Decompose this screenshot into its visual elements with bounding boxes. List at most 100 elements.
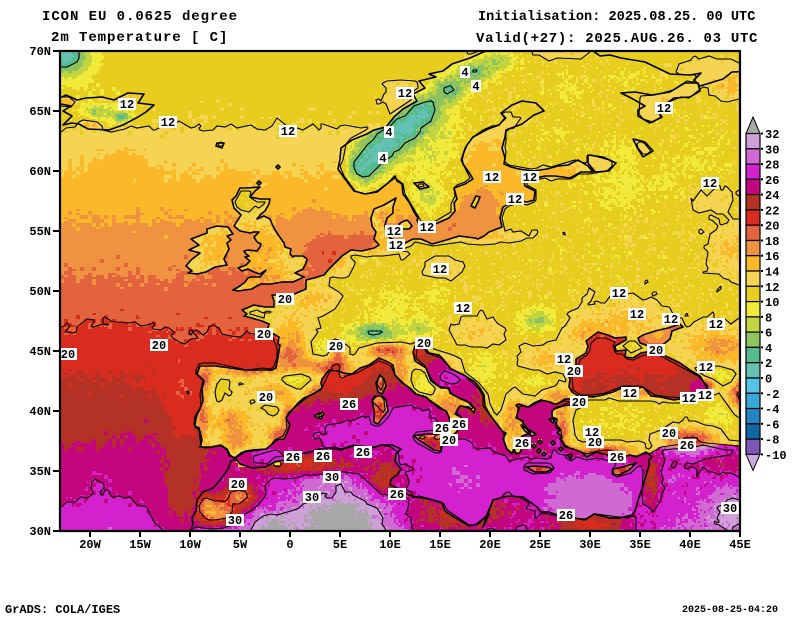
svg-text:12: 12 [281, 125, 295, 139]
svg-text:12: 12 [703, 177, 717, 191]
svg-text:45E: 45E [729, 538, 751, 552]
svg-text:Valid(+27): 2025.AUG.26. 03 UT: Valid(+27): 2025.AUG.26. 03 UTC [476, 31, 758, 47]
svg-text:20: 20 [61, 348, 75, 362]
svg-text:8: 8 [765, 311, 772, 325]
svg-text:12: 12 [161, 116, 175, 130]
svg-text:12: 12 [698, 389, 712, 403]
svg-text:2m Temperature [ C]: 2m Temperature [ C] [51, 30, 228, 46]
svg-text:0: 0 [286, 538, 293, 552]
svg-text:26: 26 [452, 418, 466, 432]
svg-text:26: 26 [356, 446, 370, 460]
svg-text:26: 26 [316, 450, 330, 464]
svg-text:20: 20 [417, 337, 431, 351]
svg-text:0: 0 [765, 373, 772, 387]
svg-text:-2: -2 [765, 388, 779, 402]
svg-text:26: 26 [286, 451, 300, 465]
svg-text:12: 12 [120, 98, 134, 112]
svg-text:20W: 20W [79, 538, 101, 552]
svg-text:30: 30 [723, 502, 737, 516]
svg-text:20: 20 [231, 478, 245, 492]
svg-text:4: 4 [461, 66, 468, 80]
svg-text:4: 4 [765, 342, 772, 356]
svg-text:26: 26 [515, 437, 529, 451]
svg-text:55N: 55N [29, 225, 51, 239]
svg-text:12: 12 [557, 353, 571, 367]
svg-text:26: 26 [435, 422, 449, 436]
svg-text:12: 12 [630, 308, 644, 322]
svg-text:6: 6 [765, 327, 772, 341]
svg-text:12: 12 [456, 302, 470, 316]
svg-text:20E: 20E [479, 538, 501, 552]
svg-text:20: 20 [662, 427, 676, 441]
svg-text:10E: 10E [379, 538, 401, 552]
svg-text:26: 26 [559, 509, 573, 523]
svg-text:12: 12 [765, 281, 779, 295]
svg-text:2: 2 [765, 357, 772, 371]
svg-text:Initialisation: 2025.08.25. 00: Initialisation: 2025.08.25. 00 UTC [478, 10, 755, 25]
svg-text:18: 18 [765, 235, 779, 249]
svg-text:35E: 35E [629, 538, 651, 552]
svg-text:15E: 15E [429, 538, 451, 552]
svg-text:12: 12 [523, 171, 537, 185]
svg-text:10W: 10W [179, 538, 201, 552]
svg-text:12: 12 [612, 287, 626, 301]
svg-text:12: 12 [709, 318, 723, 332]
svg-text:24: 24 [765, 189, 779, 203]
svg-text:26: 26 [390, 488, 404, 502]
svg-text:20: 20 [259, 391, 273, 405]
svg-text:20: 20 [442, 434, 456, 448]
svg-text:-6: -6 [765, 418, 779, 432]
svg-text:65N: 65N [29, 105, 51, 119]
svg-text:26: 26 [610, 451, 624, 465]
svg-text:26: 26 [342, 398, 356, 412]
svg-text:20: 20 [257, 328, 271, 342]
svg-text:20: 20 [649, 344, 663, 358]
svg-text:32: 32 [765, 128, 779, 142]
svg-text:12: 12 [485, 171, 499, 185]
svg-text:45N: 45N [29, 345, 51, 359]
svg-text:16: 16 [765, 250, 779, 264]
svg-text:15W: 15W [129, 538, 151, 552]
svg-text:20: 20 [278, 293, 292, 307]
svg-text:-8: -8 [765, 434, 779, 448]
svg-text:12: 12 [657, 102, 671, 116]
svg-text:5W: 5W [233, 538, 248, 552]
svg-text:20: 20 [567, 365, 581, 379]
svg-text:ICON EU 0.0625 degree: ICON EU 0.0625 degree [42, 9, 238, 25]
svg-text:30E: 30E [579, 538, 601, 552]
svg-text:35N: 35N [29, 465, 51, 479]
svg-text:26: 26 [680, 439, 694, 453]
svg-text:2025-08-25-04:20: 2025-08-25-04:20 [682, 605, 778, 616]
svg-text:4: 4 [379, 152, 386, 166]
svg-text:12: 12 [433, 263, 447, 277]
svg-text:30N: 30N [29, 525, 51, 539]
svg-text:30: 30 [765, 143, 779, 157]
svg-text:28: 28 [765, 159, 779, 173]
svg-text:12: 12 [682, 392, 696, 406]
svg-text:30: 30 [228, 514, 242, 528]
svg-text:12: 12 [389, 239, 403, 253]
svg-text:20: 20 [572, 396, 586, 410]
svg-text:40E: 40E [679, 538, 701, 552]
svg-text:30: 30 [325, 471, 339, 485]
svg-text:20: 20 [329, 340, 343, 354]
svg-text:12: 12 [508, 193, 522, 207]
svg-text:30: 30 [305, 491, 319, 505]
svg-text:12: 12 [420, 221, 434, 235]
svg-text:12: 12 [623, 387, 637, 401]
svg-text:22: 22 [765, 204, 779, 218]
svg-text:20: 20 [588, 436, 602, 450]
svg-text:12: 12 [699, 361, 713, 375]
svg-text:50N: 50N [29, 285, 51, 299]
svg-text:60N: 60N [29, 165, 51, 179]
svg-text:12: 12 [664, 313, 678, 327]
svg-text:10: 10 [765, 296, 779, 310]
svg-text:70N: 70N [29, 45, 51, 59]
svg-text:26: 26 [765, 174, 779, 188]
svg-text:20: 20 [152, 339, 166, 353]
svg-text:4: 4 [472, 80, 479, 94]
svg-text:4: 4 [385, 126, 392, 140]
svg-text:-4: -4 [765, 403, 779, 417]
svg-text:12: 12 [398, 87, 412, 101]
svg-text:GrADS: COLA/IGES: GrADS: COLA/IGES [5, 603, 120, 617]
